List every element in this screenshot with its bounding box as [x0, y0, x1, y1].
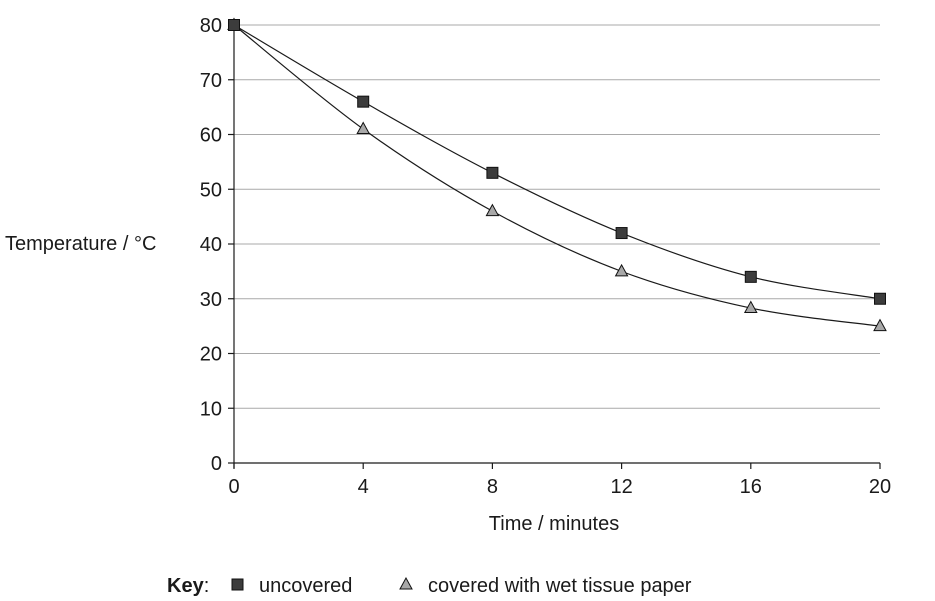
- x-tick-label-16: 16: [740, 476, 762, 498]
- y-tick-label-60: 60: [200, 125, 222, 147]
- legend: Key: uncovered covered with wet tissue p…: [167, 575, 692, 597]
- series-line-0: [233, 24, 881, 300]
- y-tick-label-50: 50: [200, 179, 222, 201]
- marker-triangle-16: [743, 300, 758, 314]
- x-tick-label-20: 20: [869, 476, 891, 498]
- legend-triangle-marker: [399, 576, 413, 590]
- legend-key-word: Key: [167, 575, 205, 597]
- legend-square-marker: [231, 578, 244, 591]
- axes: [233, 23, 880, 468]
- y-axis-ticks: 0 10 20 30 40 50 60 70 80: [200, 15, 234, 475]
- legend-key-label: Key:: [167, 575, 209, 597]
- y-tick-label-30: 30: [200, 289, 222, 311]
- marker-triangle-4: [356, 121, 371, 135]
- marker-square-0: [228, 19, 240, 31]
- marker-triangle-12: [614, 263, 629, 277]
- x-tick-label-8: 8: [487, 476, 498, 498]
- gridlines: [234, 24, 880, 409]
- series-line-1: [233, 24, 881, 327]
- marker-square-16: [744, 270, 757, 283]
- marker-square-12: [615, 227, 628, 240]
- y-tick-label-20: 20: [200, 344, 222, 366]
- y-tick-label-10: 10: [200, 398, 222, 420]
- legend-key-separator: :: [204, 575, 210, 597]
- y-axis-title: Temperature / °C: [5, 233, 156, 255]
- x-axis-title: Time / minutes: [489, 513, 619, 535]
- series-curves: [233, 24, 881, 327]
- marker-square-4: [357, 95, 370, 108]
- legend-label-covered: covered with wet tissue paper: [428, 575, 692, 597]
- marker-square-20: [874, 292, 886, 305]
- marker-triangle-8: [485, 203, 500, 217]
- y-tick-label-70: 70: [200, 70, 222, 92]
- y-tick-label-80: 80: [200, 15, 222, 37]
- marker-square-8: [486, 166, 499, 179]
- series-markers: [227, 17, 887, 332]
- x-tick-label-0: 0: [228, 476, 239, 498]
- marker-triangle-20: [873, 318, 887, 332]
- y-tick-label-0: 0: [211, 453, 222, 475]
- x-axis-ticks: 0 4 8 12 16 20: [228, 463, 891, 498]
- x-tick-label-4: 4: [358, 476, 369, 498]
- y-tick-label-40: 40: [200, 234, 222, 256]
- x-tick-label-12: 12: [610, 476, 632, 498]
- legend-label-uncovered: uncovered: [259, 575, 352, 597]
